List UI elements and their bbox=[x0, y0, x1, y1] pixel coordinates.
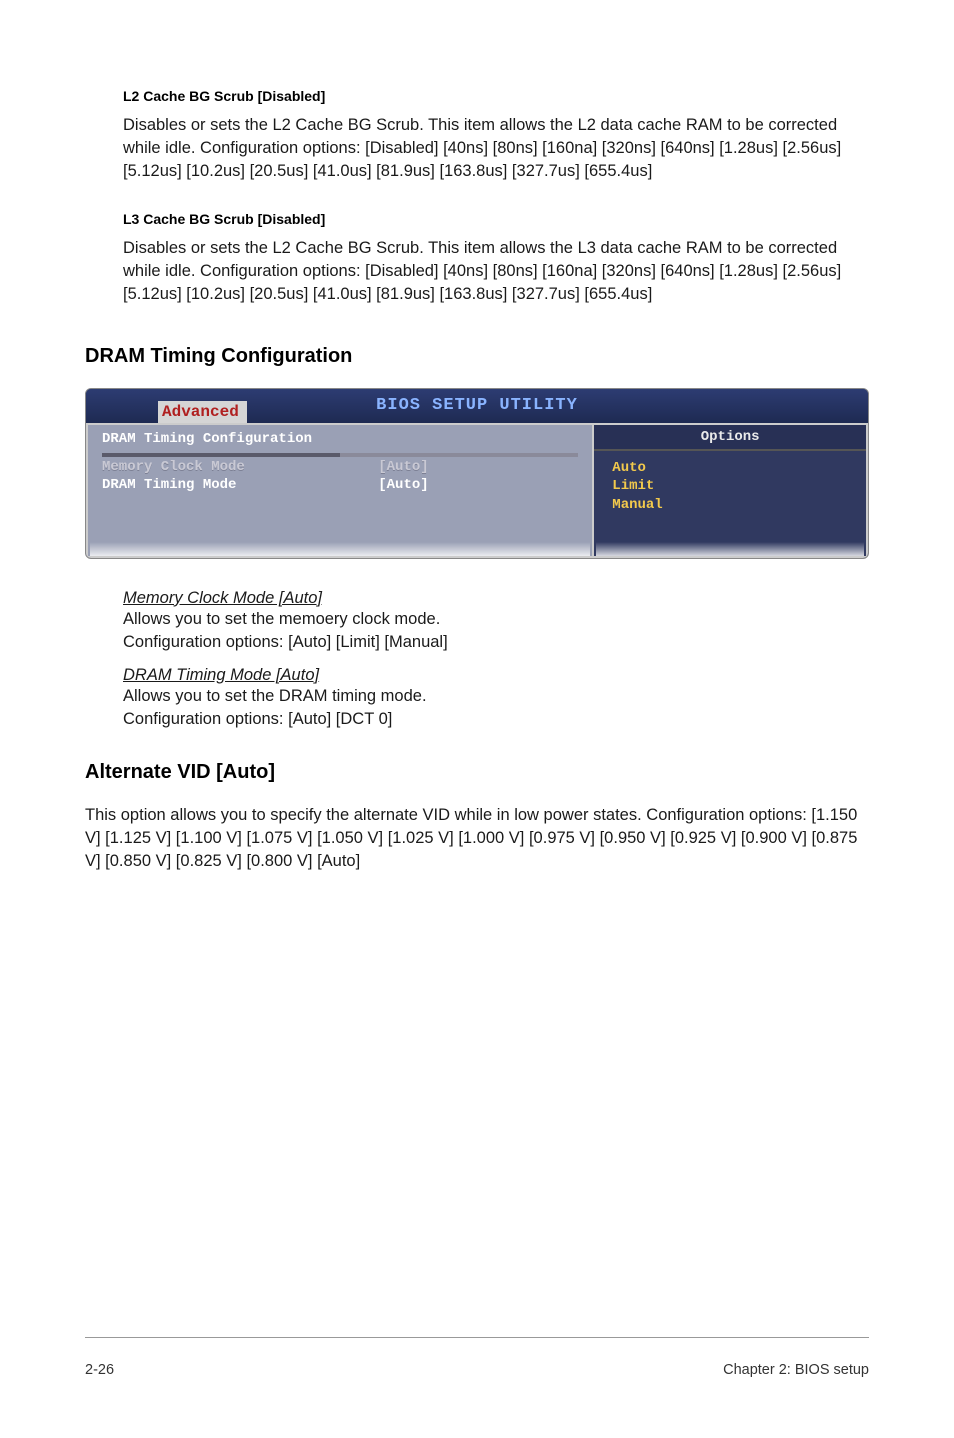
dramtiming-line2: Configuration options: [Auto] [DCT 0] bbox=[123, 710, 392, 728]
dramtiming-body: Allows you to set the DRAM timing mode. … bbox=[123, 685, 869, 731]
page-footer: 2-26 Chapter 2: BIOS setup bbox=[0, 1362, 954, 1378]
bios-header: BIOS SETUP UTILITY Advanced bbox=[86, 389, 868, 423]
footer-divider bbox=[85, 1337, 869, 1338]
bios-key-dram-timing: DRAM Timing Mode bbox=[102, 477, 378, 493]
l2-scrub-heading: L2 Cache BG Scrub [Disabled] bbox=[123, 88, 869, 104]
footer-chapter: Chapter 2: BIOS setup bbox=[723, 1362, 869, 1378]
bios-left-pane: DRAM Timing Configuration Memory Clock M… bbox=[86, 423, 594, 558]
bios-tab-advanced[interactable]: Advanced bbox=[158, 401, 247, 423]
bios-row-memory-clock[interactable]: Memory Clock Mode [Auto] bbox=[102, 459, 578, 475]
dram-config-heading: DRAM Timing Configuration bbox=[85, 345, 869, 368]
altvid-text: This option allows you to specify the al… bbox=[85, 804, 869, 873]
dramtiming-line1: Allows you to set the DRAM timing mode. bbox=[123, 687, 427, 705]
memclock-line1: Allows you to set the memoery clock mode… bbox=[123, 610, 440, 628]
memclock-title: Memory Clock Mode [Auto] bbox=[123, 589, 869, 608]
bios-key-memory-clock: Memory Clock Mode bbox=[102, 459, 378, 475]
memclock-line2: Configuration options: [Auto] [Limit] [M… bbox=[123, 633, 448, 651]
l3-scrub-text: Disables or sets the L2 Cache BG Scrub. … bbox=[123, 237, 869, 306]
bios-options-body: Auto Limit Manual bbox=[594, 451, 866, 524]
memclock-body: Allows you to set the memoery clock mode… bbox=[123, 608, 869, 654]
l2-scrub-text: Disables or sets the L2 Cache BG Scrub. … bbox=[123, 114, 869, 183]
bios-val-memory-clock: [Auto] bbox=[378, 459, 578, 475]
bios-config-title: DRAM Timing Configuration bbox=[102, 431, 578, 447]
bios-panel: BIOS SETUP UTILITY Advanced DRAM Timing … bbox=[85, 388, 869, 559]
bios-options-header: Options bbox=[594, 425, 866, 451]
l3-scrub-heading: L3 Cache BG Scrub [Disabled] bbox=[123, 211, 869, 227]
bios-option-manual[interactable]: Manual bbox=[612, 496, 848, 515]
altvid-heading: Alternate VID [Auto] bbox=[85, 761, 869, 784]
bios-option-auto[interactable]: Auto bbox=[612, 459, 848, 478]
bios-option-limit[interactable]: Limit bbox=[612, 477, 848, 496]
bios-row-dram-timing[interactable]: DRAM Timing Mode [Auto] bbox=[102, 477, 578, 493]
dramtiming-title: DRAM Timing Mode [Auto] bbox=[123, 666, 869, 685]
footer-page-number: 2-26 bbox=[85, 1362, 114, 1378]
bios-val-dram-timing: [Auto] bbox=[378, 477, 578, 493]
bios-right-pane: Options Auto Limit Manual bbox=[594, 423, 868, 558]
